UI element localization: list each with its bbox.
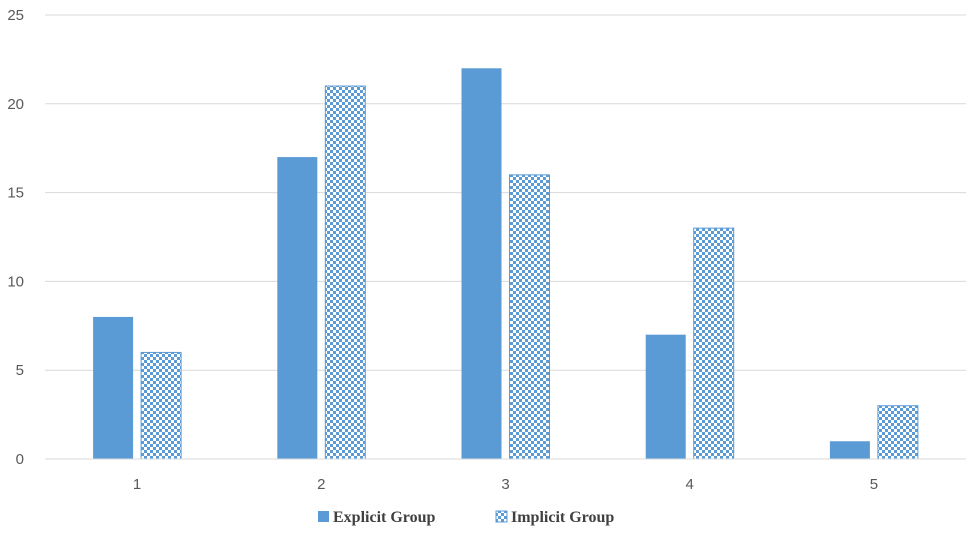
x-tick-label-3: 3 [501, 476, 509, 493]
bar-explicit-2 [277, 157, 318, 459]
legend: Explicit Group Implicit Group [318, 509, 614, 526]
y-tick-label-25: 25 [7, 7, 24, 24]
grid-lines [45, 14, 966, 460]
y-tick-label-20: 20 [7, 96, 24, 113]
x-tick-label-5: 5 [870, 476, 878, 493]
x-tick-label-2: 2 [317, 476, 325, 493]
bar-implicit-2 [324, 85, 366, 460]
bar-explicit-4 [645, 334, 686, 459]
bar-implicit-4 [693, 227, 735, 460]
bar-explicit-5 [829, 441, 870, 459]
bar-explicit-1 [93, 316, 134, 459]
y-tick-label-5: 5 [16, 362, 24, 379]
legend-swatch-implicit [495, 510, 508, 523]
axes: 0 5 10 15 20 25 1 2 3 4 5 [7, 7, 966, 493]
x-tick-label-4: 4 [686, 476, 694, 493]
bar-implicit-1 [140, 351, 182, 460]
bars [93, 68, 919, 460]
y-tick-label-15: 15 [7, 185, 24, 202]
legend-label-explicit: Explicit Group [333, 509, 435, 526]
y-tick-label-10: 10 [7, 273, 24, 290]
x-tick-label-1: 1 [133, 476, 141, 493]
bar-implicit-3 [509, 174, 550, 460]
bar-implicit-5 [877, 405, 919, 460]
y-tick-label-0: 0 [16, 451, 24, 468]
legend-label-implicit: Implicit Group [511, 509, 614, 526]
legend-swatch-explicit [318, 511, 329, 522]
bar-explicit-3 [461, 68, 502, 459]
